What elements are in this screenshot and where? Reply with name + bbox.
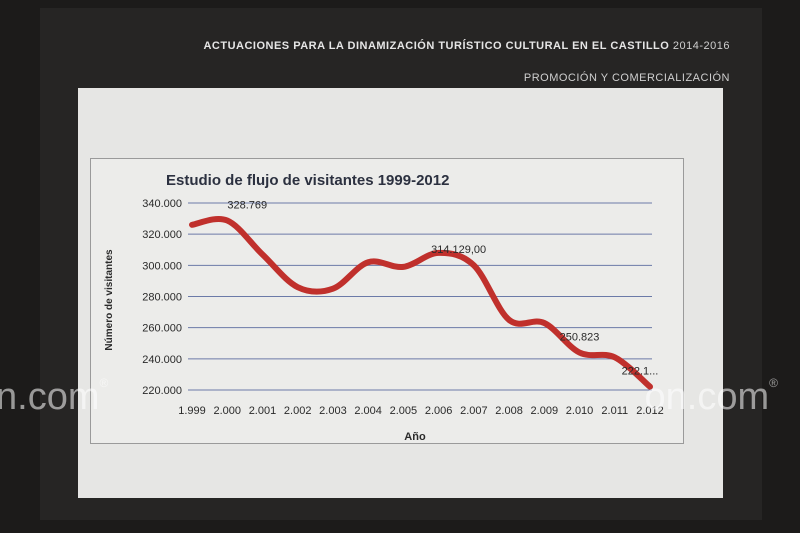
chart-frame bbox=[90, 158, 684, 444]
data-label: 250.823 bbox=[560, 332, 600, 344]
y-tick-label: 300.000 bbox=[142, 260, 182, 272]
data-label: 328.769 bbox=[227, 200, 267, 212]
y-tick-label: 280.000 bbox=[142, 292, 182, 304]
x-tick-label: 2.003 bbox=[319, 405, 347, 417]
series-line bbox=[189, 215, 653, 390]
slide-header-title: ACTUACIONES PARA LA DINAMIZACIÓN TURÍSTI… bbox=[203, 40, 730, 52]
y-tick-label: 320.000 bbox=[142, 229, 182, 241]
x-tick-label: 2.011 bbox=[601, 405, 628, 417]
watermark-left: n.com® bbox=[0, 376, 109, 418]
x-tick-label: 2.006 bbox=[425, 405, 453, 417]
x-tick-label: 2.004 bbox=[354, 405, 382, 417]
y-tick-label: 240.000 bbox=[142, 354, 182, 366]
x-tick-label: 2.012 bbox=[636, 405, 664, 417]
y-tick-label: 260.000 bbox=[142, 323, 182, 335]
data-label: 314.129,00 bbox=[431, 244, 486, 256]
data-label: 222.1... bbox=[622, 366, 659, 378]
slide-header-main: ACTUACIONES PARA LA DINAMIZACIÓN TURÍSTI… bbox=[203, 40, 670, 52]
chart-title: Estudio de flujo de visitantes 1999-2012 bbox=[166, 172, 450, 189]
y-tick-label: 220.000 bbox=[142, 385, 182, 397]
x-tick-label: 2.009 bbox=[531, 405, 559, 417]
x-tick-label: 1.999 bbox=[178, 405, 206, 417]
slide-header-years: 2014-2016 bbox=[672, 40, 730, 52]
y-tick-label: 340.000 bbox=[142, 198, 182, 210]
watermark-right: on.com® bbox=[644, 376, 778, 418]
x-tick-label: 2.007 bbox=[460, 405, 488, 417]
x-tick-label: 2.000 bbox=[213, 405, 241, 417]
y-axis-label: Número de visitantes bbox=[104, 249, 115, 351]
x-tick-label: 2.005 bbox=[390, 405, 418, 417]
x-tick-label: 2.008 bbox=[495, 405, 523, 417]
x-tick-label: 2.010 bbox=[566, 405, 594, 417]
slide-header-subtitle: PROMOCIÓN Y COMERCIALIZACIÓN bbox=[523, 72, 730, 84]
x-tick-label: 2.001 bbox=[249, 405, 277, 417]
watermark: n.com® on.com® bbox=[0, 376, 800, 426]
x-axis-label: Año bbox=[404, 431, 426, 443]
x-tick-label: 2.002 bbox=[284, 405, 312, 417]
